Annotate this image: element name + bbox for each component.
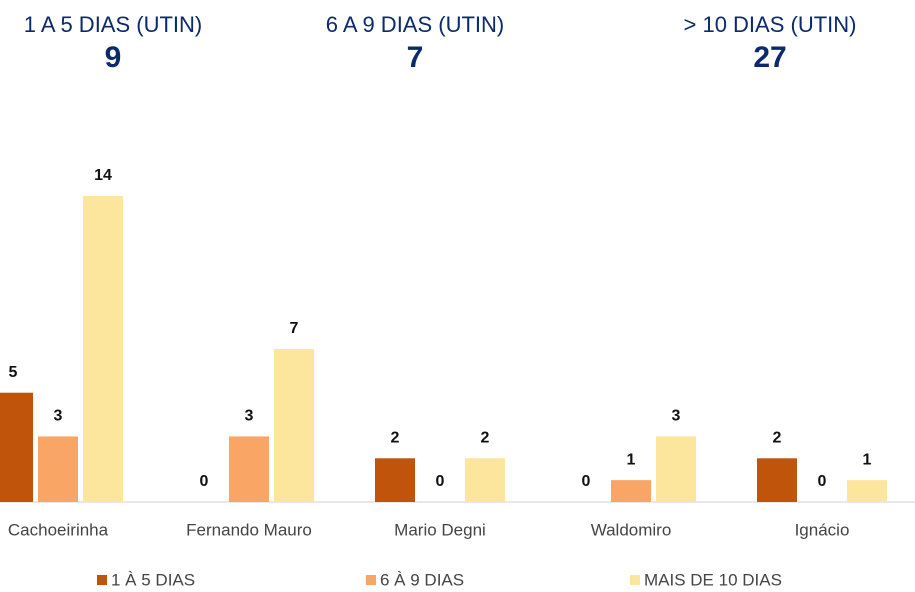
data-label: 7 <box>290 320 299 337</box>
legend-swatch <box>630 575 640 585</box>
kpi-label: 1 A 5 DIAS (UTIN) <box>24 12 203 37</box>
kpi-value: 27 <box>753 41 786 74</box>
kpi-value: 9 <box>105 41 122 74</box>
data-label: 0 <box>200 473 209 490</box>
x-tick-label: Fernando Mauro <box>186 520 312 539</box>
bar <box>0 392 33 502</box>
bar <box>83 196 123 502</box>
bar <box>757 458 797 502</box>
bar <box>465 458 505 502</box>
x-tick-label: Mario Degni <box>394 520 486 539</box>
data-label: 3 <box>672 408 681 425</box>
bar <box>611 480 651 502</box>
bar <box>274 349 314 502</box>
x-tick-label: Ignácio <box>795 520 850 539</box>
legend-label: 1 À 5 DIAS <box>111 570 195 589</box>
data-label: 0 <box>582 473 591 490</box>
data-label: 2 <box>773 430 782 447</box>
x-tick-label: Waldomiro <box>591 520 672 539</box>
legend-swatch <box>97 575 107 585</box>
data-label: 3 <box>245 408 254 425</box>
data-label: 2 <box>391 430 400 447</box>
data-label: 0 <box>818 473 827 490</box>
data-label: 1 <box>863 451 872 468</box>
kpi-label: > 10 DIAS (UTIN) <box>684 12 857 37</box>
kpi-label: 6 A 9 DIAS (UTIN) <box>326 12 505 37</box>
bar <box>656 436 696 502</box>
bar <box>38 436 78 502</box>
legend-swatch <box>366 575 376 585</box>
legend-label: MAIS DE 10 DIAS <box>644 570 782 589</box>
data-label: 1 <box>627 451 636 468</box>
bar <box>375 458 415 502</box>
data-label: 2 <box>481 430 490 447</box>
data-label: 14 <box>94 167 112 184</box>
bar <box>847 480 887 502</box>
data-label: 3 <box>54 408 63 425</box>
x-tick-label: Cachoeirinha <box>8 520 109 539</box>
kpi-value: 7 <box>407 41 424 74</box>
data-label: 0 <box>436 473 445 490</box>
data-label: 5 <box>9 364 18 381</box>
legend-label: 6 À 9 DIAS <box>380 570 464 589</box>
bar <box>229 436 269 502</box>
